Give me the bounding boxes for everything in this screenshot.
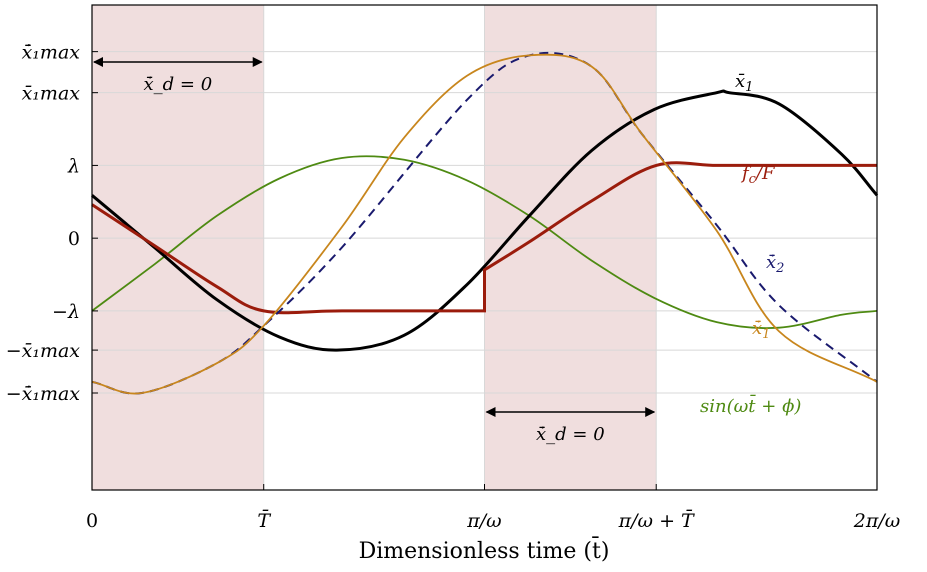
x-tick-label-1: 0 xyxy=(86,510,98,532)
label-sin: sin(ωt̄ + ϕ) xyxy=(700,393,801,417)
y-tick-label-5: −λ xyxy=(52,301,80,323)
x-tick-label-3: π/ω xyxy=(466,510,501,532)
series-line-2 xyxy=(91,89,879,352)
annotation-label-2: ẋ̄_d = 0 xyxy=(536,424,605,445)
series-line-3 xyxy=(91,161,877,315)
x-tick-label-5: 2π/ω xyxy=(853,510,900,532)
annotation-label-1: ẋ̄_d = 0 xyxy=(144,74,213,95)
x-axis-label: Dimensionless time (t̄) xyxy=(359,536,610,564)
x-tick-label-4: π/ω + T̄ xyxy=(618,509,695,532)
y-tick-label-4: 0 xyxy=(68,228,80,250)
y-tick-label-2: x̄₁max xyxy=(22,83,81,105)
series-line-4 xyxy=(91,51,878,395)
series-lines xyxy=(91,51,879,395)
y-tick-label-1: ẋ̄₁max xyxy=(22,42,81,64)
y-tick-label-3: λ xyxy=(67,155,80,177)
shaded-regions xyxy=(92,5,657,490)
series-line-1 xyxy=(91,155,878,329)
shaded-region-1 xyxy=(92,5,264,490)
label-xdot2: ẋ̄2 xyxy=(766,252,784,276)
y-tick-label-6: −x̄₁max xyxy=(6,340,81,362)
annotations: ẋ̄_d = 0 ẋ̄_d = 0 xyxy=(93,57,656,445)
ticks: 0 T̄ π/ω π/ω + T̄ 2π/ω ẋ̄₁max x̄₁max λ 0 −λ −x̄₁ma… xyxy=(6,42,901,532)
label-fc-F: fc/F xyxy=(740,163,776,187)
shaded-region-2 xyxy=(484,5,657,490)
series-labels: x̄1 fc/F ẋ̄2 ẋ̄1 sin(ωt̄ + ϕ) xyxy=(700,71,801,417)
y-tick-label-7: −ẋ̄₁max xyxy=(6,383,81,405)
label-x1: x̄1 xyxy=(735,71,753,95)
x-tick-label-2: T̄ xyxy=(257,509,271,532)
label-xdot1: ẋ̄1 xyxy=(752,318,770,342)
series-line-5 xyxy=(91,53,878,395)
